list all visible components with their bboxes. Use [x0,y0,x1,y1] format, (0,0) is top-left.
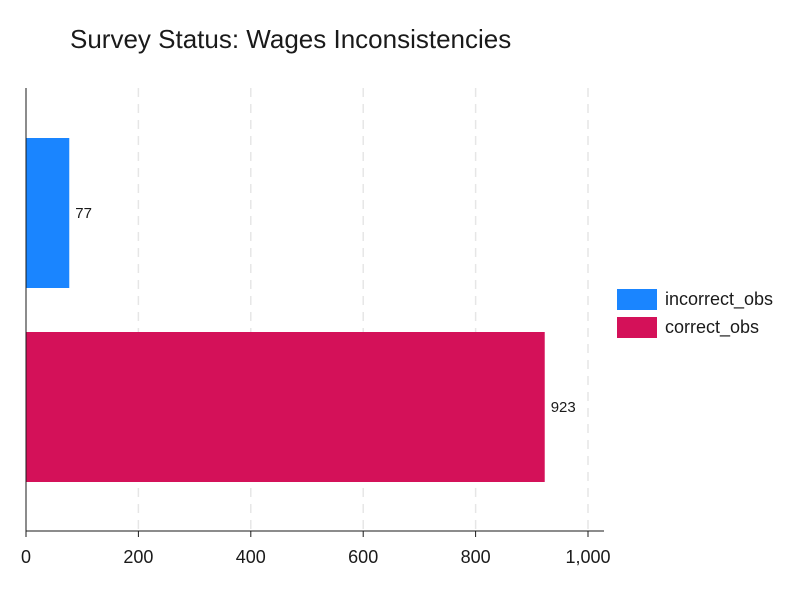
x-tick-label-2: 400 [236,547,266,567]
x-tick-label-5: 1,000 [565,547,610,567]
data-label-incorrect-obs: 77 [75,205,92,222]
x-tick-label-3: 600 [348,547,378,567]
legend-swatch-correct-obs [617,316,657,338]
chart-title: Survey Status: Wages Inconsistencies [70,24,512,54]
bar-correct-obs [26,332,545,482]
legend-item-incorrect-obs: incorrect_obs [617,285,773,313]
legend-swatch-incorrect-obs [617,288,657,310]
x-tick-label-4: 800 [461,547,491,567]
legend: incorrect_obs correct_obs [617,285,773,341]
data-label-correct-obs: 923 [551,399,576,416]
legend-item-correct-obs: correct_obs [617,313,773,341]
x-tick-label-0: 0 [21,547,31,567]
bar-incorrect-obs [26,138,70,288]
legend-label-correct-obs: correct_obs [665,316,760,337]
legend-label-incorrect-obs: incorrect_obs [665,288,774,309]
x-tick-label-1: 200 [123,547,153,567]
